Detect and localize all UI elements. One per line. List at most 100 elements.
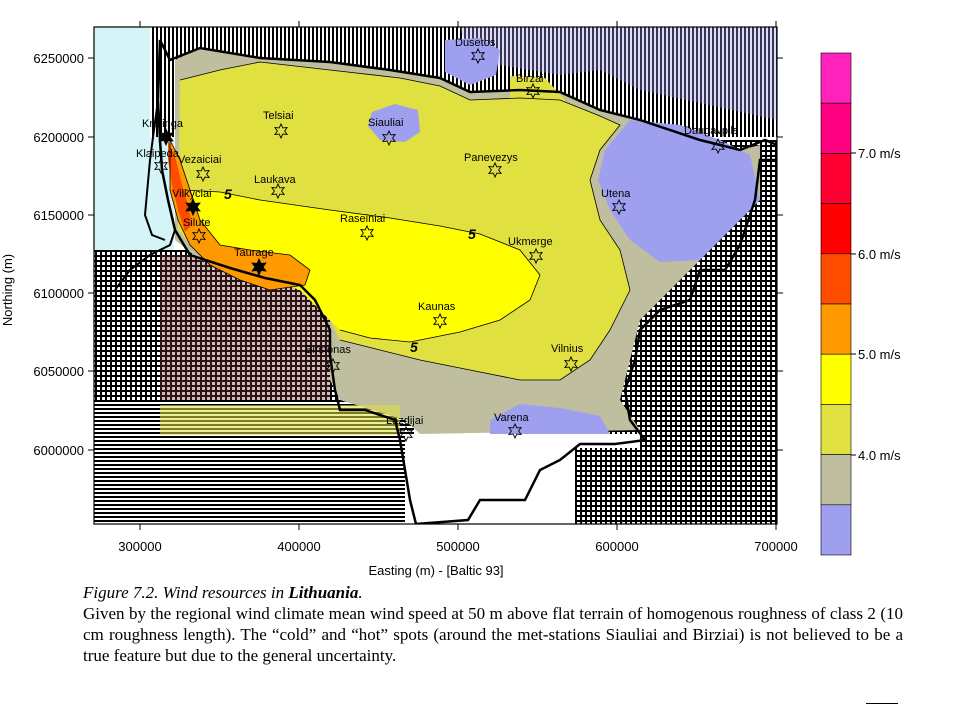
belarus-lower-clear bbox=[405, 434, 575, 524]
station-label: Dusetos bbox=[455, 37, 496, 49]
legend-swatch bbox=[820, 454, 852, 506]
zone-6-to-6-5 bbox=[168, 140, 192, 232]
station-star-icon bbox=[487, 161, 503, 179]
cold-spot-varena bbox=[490, 404, 610, 434]
lithuania-border bbox=[156, 39, 777, 524]
station-label: Ukmerge bbox=[508, 236, 553, 248]
station-label: Siauliai bbox=[368, 117, 403, 129]
legend-swatch bbox=[820, 52, 852, 104]
y-tick-label: 6150000 bbox=[33, 208, 84, 223]
station-label: Kaunas bbox=[418, 301, 456, 313]
station-label: Laukava bbox=[254, 174, 296, 186]
station-star-icon bbox=[325, 357, 341, 375]
y-axis-title: Northing (m) bbox=[0, 254, 15, 326]
contour-label: 5 bbox=[224, 186, 232, 202]
legend-swatch bbox=[820, 303, 852, 355]
x-axis: 300000 400000 500000 600000 700000 Easti… bbox=[118, 21, 798, 578]
x-tick-label: 700000 bbox=[754, 539, 797, 554]
x-tick-label: 600000 bbox=[595, 539, 638, 554]
station-star-icon bbox=[528, 247, 544, 265]
footer-rule bbox=[866, 703, 898, 704]
station-star-icon bbox=[153, 157, 169, 175]
station-labels: Kretinga Klaipeda Vezaiciai Vilkyciai Si… bbox=[136, 37, 739, 427]
y-tick-label: 6050000 bbox=[33, 364, 84, 379]
station-label: Utena bbox=[601, 188, 631, 200]
contour-label: 5 bbox=[468, 226, 476, 242]
contour-line-4-5 bbox=[179, 61, 631, 381]
station-label: Daugavpils bbox=[684, 125, 739, 137]
station-star-icon bbox=[191, 227, 207, 245]
legend: 7.0 m/s 6.0 m/s 5.0 m/s 4.0 m/s bbox=[820, 52, 901, 556]
legend-swatch bbox=[820, 353, 852, 405]
station-star-icon bbox=[470, 47, 486, 65]
cold-spot-siauliai bbox=[368, 104, 420, 142]
station-star-filled-icon bbox=[185, 197, 201, 217]
station-label: Telsiai bbox=[263, 110, 294, 122]
legend-label: 7.0 m/s bbox=[858, 146, 901, 161]
plot-frame bbox=[93, 26, 778, 525]
station-label: Raseiniai bbox=[340, 213, 385, 225]
legend-swatch bbox=[820, 253, 852, 305]
contour-label: 5 bbox=[410, 339, 418, 355]
caption-body: Given by the regional wind climate mean … bbox=[83, 604, 903, 665]
curonian-spit bbox=[143, 99, 166, 241]
cold-spot-utena bbox=[598, 120, 760, 262]
station-label: Lazdijai bbox=[386, 415, 423, 427]
station-star-icon bbox=[710, 137, 726, 155]
station-star-icon bbox=[270, 182, 286, 200]
cold-spot-dusetos bbox=[445, 38, 500, 85]
legend-swatch bbox=[820, 153, 852, 204]
legend-swatch bbox=[820, 404, 852, 455]
legend-swatch bbox=[820, 203, 852, 255]
station-star-icon bbox=[273, 122, 289, 140]
zone-5-5-to-6 bbox=[170, 140, 310, 290]
caption-title: Figure 7.2. Wind resources in Lithuania. bbox=[83, 582, 903, 603]
station-label: Varena bbox=[494, 412, 530, 424]
legend-swatch bbox=[820, 504, 852, 556]
station-star-icon bbox=[398, 425, 414, 443]
legend-label: 4.0 m/s bbox=[858, 448, 901, 463]
station-label: Vilnius bbox=[551, 343, 584, 355]
station-label: Panevezys bbox=[464, 152, 518, 164]
station-label: Taurage bbox=[234, 247, 274, 259]
x-tick-label: 500000 bbox=[436, 539, 479, 554]
station-label: Silute bbox=[183, 217, 211, 229]
y-tick-label: 6200000 bbox=[33, 130, 84, 145]
y-tick-label: 6250000 bbox=[33, 51, 84, 66]
figure-caption: Figure 7.2. Wind resources in Lithuania.… bbox=[83, 582, 903, 666]
station-star-icon bbox=[611, 198, 627, 216]
station-star-icon bbox=[507, 422, 523, 440]
station-label: Birzai bbox=[516, 73, 544, 85]
latvia-color-overlay bbox=[150, 27, 777, 120]
station-star-icon bbox=[359, 224, 375, 242]
station-markers bbox=[153, 47, 726, 443]
x-axis-title: Easting (m) - [Baltic 93] bbox=[368, 563, 503, 578]
station-label: Birstonas bbox=[305, 344, 351, 356]
x-tick-label: 400000 bbox=[277, 539, 320, 554]
station-label: Vezaiciai bbox=[178, 154, 221, 166]
station-star-filled-icon bbox=[251, 257, 267, 277]
legend-label: 6.0 m/s bbox=[858, 247, 901, 262]
x-tick-label: 300000 bbox=[118, 539, 161, 554]
contour-line-5 bbox=[184, 189, 541, 343]
station-label: Kretinga bbox=[142, 118, 184, 130]
coastline bbox=[114, 39, 177, 291]
y-tick-label: 6100000 bbox=[33, 286, 84, 301]
y-tick-label: 6000000 bbox=[33, 443, 84, 458]
station-star-icon bbox=[563, 355, 579, 373]
station-star-icon bbox=[432, 312, 448, 330]
station-star-icon bbox=[195, 165, 211, 183]
station-star-filled-icon bbox=[158, 127, 174, 147]
belarus-lower-fill bbox=[540, 448, 777, 524]
caption-title-prefix: Figure 7.2. Wind resources in bbox=[83, 583, 289, 602]
station-label: Vilkyciai bbox=[172, 188, 212, 200]
station-star-icon bbox=[381, 129, 397, 147]
station-star-icon bbox=[525, 82, 541, 100]
legend-label: 5.0 m/s bbox=[858, 347, 901, 362]
legend-swatch bbox=[820, 102, 852, 154]
y-axis: 6250000 6200000 6150000 6100000 6050000 … bbox=[0, 51, 783, 458]
caption-title-suffix: . bbox=[358, 583, 363, 602]
zone-5-to-5-5 bbox=[185, 190, 540, 342]
caption-title-country: Lithuania bbox=[288, 583, 359, 602]
